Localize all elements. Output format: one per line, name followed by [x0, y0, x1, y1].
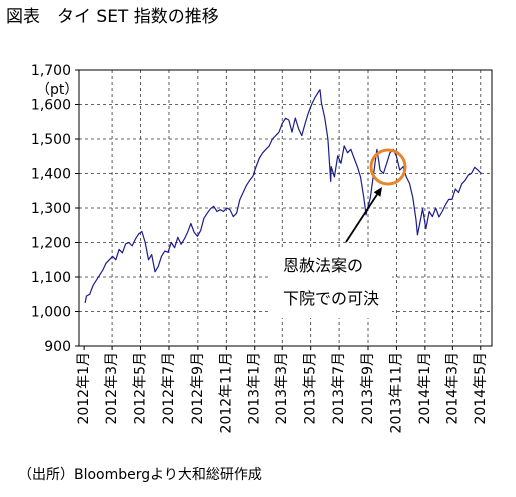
- y-tick-label: 1,600: [31, 98, 71, 114]
- annotation-line-1: 恩赦法案の: [283, 256, 363, 275]
- annotation-box: [268, 248, 392, 318]
- x-tick-label: 2012年11月: [218, 352, 234, 433]
- x-tick-label: 2014年1月: [417, 352, 433, 425]
- y-tick-label: 900: [44, 339, 71, 355]
- x-tick-label: 2012年5月: [133, 352, 149, 425]
- highlight-circle: [369, 148, 407, 186]
- x-tick-label: 2013年9月: [360, 352, 376, 425]
- x-tick-label: 2014年5月: [473, 352, 489, 425]
- source-note: （出所）Bloombergより大和総研作成: [18, 467, 262, 483]
- y-tick-label: 1,000: [31, 305, 71, 321]
- annotation-arrow-shaft: [345, 194, 378, 243]
- axes: 1,700 1,600 1,500 1,400 1,300 1,200 1,100 1,000…: [31, 63, 489, 433]
- y-tick-label: 1,200: [31, 236, 71, 252]
- y-tick-label: 1,700: [31, 63, 71, 79]
- y-tick-label: 1,300: [31, 201, 71, 217]
- x-tick-label: 2013年1月: [247, 352, 263, 425]
- x-tick-label: 2013年5月: [303, 352, 319, 425]
- x-tick-label: 2013年11月: [388, 352, 404, 433]
- x-tick-label: 2012年9月: [190, 352, 206, 425]
- y-tick-label: 1,400: [31, 167, 71, 183]
- x-tick-label: 2012年3月: [104, 352, 120, 425]
- annotation: 恩赦法案の 下院での可決: [283, 187, 382, 308]
- x-tick-label: 2012年1月: [76, 352, 92, 425]
- annotation-line-2: 下院での可決: [283, 289, 379, 308]
- y-unit-label: （pt）: [36, 82, 78, 98]
- x-tick-label: 2012年7月: [161, 352, 177, 425]
- y-tick-label: 1,100: [31, 270, 71, 286]
- x-tick-label: 2013年3月: [274, 352, 290, 425]
- y-tick-label: 1,500: [31, 132, 71, 148]
- annotation-arrow-head: [373, 187, 382, 197]
- chart-title: 図表 タイ SET 指数の推移: [6, 7, 219, 27]
- x-tick-label: 2013年7月: [331, 352, 347, 425]
- series-line: [84, 89, 482, 304]
- x-tick-label: 2014年3月: [444, 352, 460, 425]
